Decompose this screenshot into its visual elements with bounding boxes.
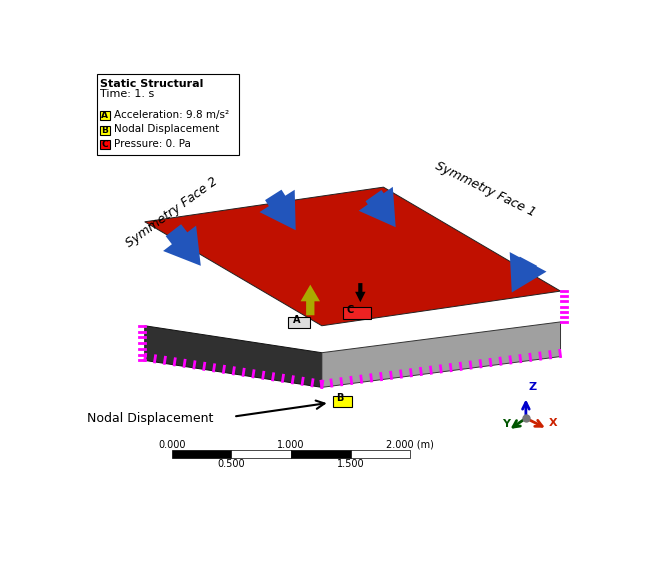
- Bar: [231, 450, 291, 458]
- Text: C: C: [101, 140, 108, 149]
- Text: 0.500: 0.500: [218, 459, 245, 469]
- Text: Pressure: 0. Pa: Pressure: 0. Pa: [114, 139, 191, 149]
- Text: Symmetry Face 2: Symmetry Face 2: [123, 175, 220, 250]
- Text: Y: Y: [502, 419, 510, 429]
- Bar: [97, 74, 239, 155]
- Bar: [344, 306, 371, 319]
- Bar: [351, 450, 410, 458]
- Text: Time: 1. s: Time: 1. s: [100, 89, 155, 99]
- Text: 0.000: 0.000: [158, 440, 185, 450]
- Bar: [333, 396, 352, 407]
- Bar: [291, 450, 351, 458]
- Text: A: A: [101, 111, 108, 120]
- Bar: [100, 125, 110, 135]
- Polygon shape: [145, 326, 322, 388]
- Bar: [100, 111, 110, 120]
- Text: Static Structural: Static Structural: [100, 79, 203, 89]
- Text: B: B: [101, 125, 108, 134]
- Text: Nodal Displacement: Nodal Displacement: [114, 124, 219, 134]
- Text: B: B: [336, 393, 344, 403]
- Bar: [100, 140, 110, 149]
- Bar: [171, 450, 231, 458]
- Text: A: A: [293, 315, 301, 325]
- Text: Z: Z: [528, 383, 537, 393]
- Text: 2.000 (m): 2.000 (m): [387, 440, 434, 450]
- Text: Acceleration: 9.8 m/s²: Acceleration: 9.8 m/s²: [114, 110, 229, 120]
- Polygon shape: [322, 322, 561, 388]
- Text: X: X: [549, 418, 557, 428]
- Text: C: C: [346, 305, 354, 315]
- Text: Nodal Displacement: Nodal Displacement: [87, 412, 213, 425]
- Bar: [288, 318, 310, 328]
- Text: 1.000: 1.000: [277, 440, 304, 450]
- Polygon shape: [145, 187, 561, 326]
- Text: Symmetry Face 1: Symmetry Face 1: [434, 159, 538, 219]
- Text: 1.500: 1.500: [337, 459, 364, 469]
